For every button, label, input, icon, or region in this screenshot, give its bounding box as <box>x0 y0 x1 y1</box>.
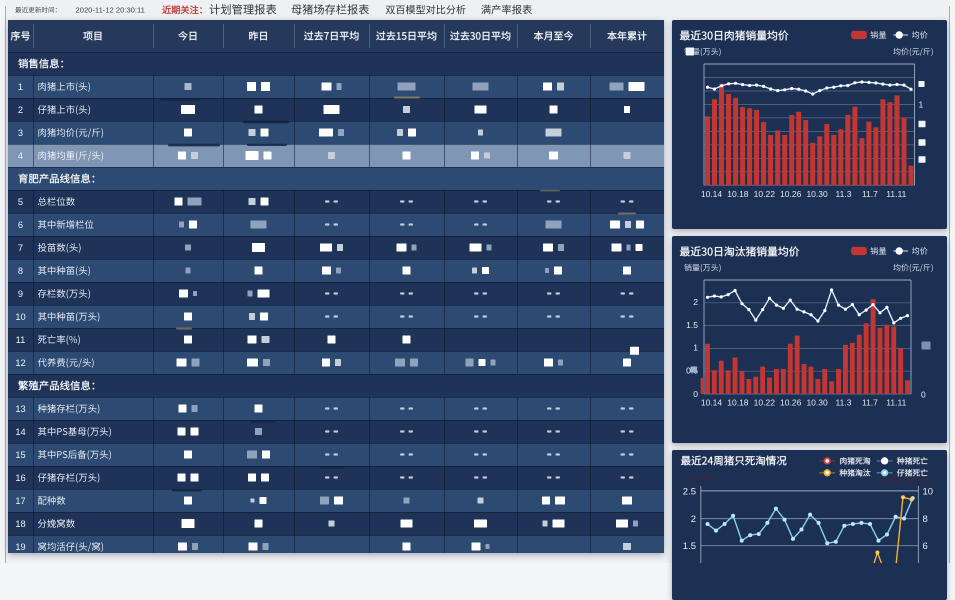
svg-text:7: 7 <box>18 243 23 253</box>
svg-text:2: 2 <box>691 514 696 525</box>
svg-text:11.3: 11.3 <box>836 189 852 199</box>
svg-text:4: 4 <box>18 151 23 161</box>
svg-text:18: 18 <box>15 519 25 529</box>
svg-text:11.11: 11.11 <box>886 189 906 199</box>
svg-text:0: 0 <box>693 389 698 399</box>
svg-text:8: 8 <box>923 514 928 525</box>
svg-text:16: 16 <box>15 473 25 483</box>
svg-text:10.22: 10.22 <box>754 398 776 408</box>
svg-text:10.30: 10.30 <box>806 398 828 408</box>
svg-text:2: 2 <box>18 105 23 115</box>
svg-text:19: 19 <box>15 542 25 552</box>
svg-text:1.5: 1.5 <box>683 541 696 552</box>
svg-text:1: 1 <box>919 100 924 110</box>
svg-text:9: 9 <box>18 289 23 299</box>
svg-text:2: 2 <box>693 297 698 307</box>
svg-text:8: 8 <box>18 266 23 276</box>
svg-text:11.3: 11.3 <box>836 398 852 408</box>
svg-text:11.7: 11.7 <box>862 398 878 408</box>
svg-text:10.14: 10.14 <box>701 398 723 408</box>
svg-text:11.7: 11.7 <box>862 189 878 199</box>
svg-text:2020-11-12 20:30:11: 2020-11-12 20:30:11 <box>76 6 145 15</box>
svg-text:17: 17 <box>15 496 25 506</box>
svg-text:11: 11 <box>16 335 26 345</box>
svg-text:10: 10 <box>15 312 25 322</box>
svg-text:10.18: 10.18 <box>727 398 749 408</box>
svg-text:13: 13 <box>15 404 25 414</box>
svg-text:10.18: 10.18 <box>727 189 749 199</box>
svg-text:10.30: 10.30 <box>806 189 828 199</box>
svg-text:14: 14 <box>15 427 25 437</box>
svg-text:6: 6 <box>923 541 928 552</box>
svg-text:10.22: 10.22 <box>754 189 776 199</box>
svg-text:1: 1 <box>18 82 23 92</box>
svg-text:6: 6 <box>18 220 23 230</box>
svg-text:5: 5 <box>18 197 23 207</box>
svg-text:10.26: 10.26 <box>780 189 802 199</box>
svg-text:1.5: 1.5 <box>686 320 698 330</box>
svg-text:12: 12 <box>15 358 25 368</box>
svg-text:2.5: 2.5 <box>683 486 696 497</box>
svg-text:15: 15 <box>15 450 25 460</box>
svg-text:1: 1 <box>693 343 698 353</box>
svg-text:3: 3 <box>18 128 23 138</box>
svg-text:10.14: 10.14 <box>701 189 723 199</box>
svg-text:10: 10 <box>923 486 934 497</box>
svg-text:0: 0 <box>921 390 926 400</box>
svg-text:11.11: 11.11 <box>886 398 906 408</box>
svg-text:10.26: 10.26 <box>780 398 802 408</box>
